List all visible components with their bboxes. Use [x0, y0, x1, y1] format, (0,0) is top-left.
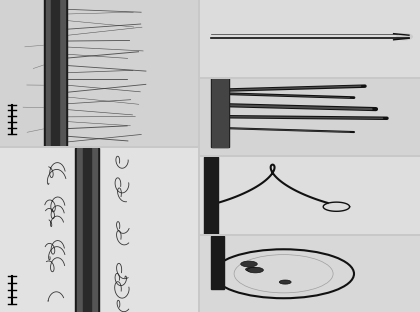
Circle shape [247, 267, 263, 273]
Circle shape [246, 267, 258, 271]
Bar [77, 148, 97, 312]
Bar [44, 0, 67, 146]
Bar [205, 157, 218, 233]
Bar [52, 0, 59, 146]
Circle shape [279, 280, 291, 284]
Bar [83, 148, 91, 312]
Circle shape [241, 261, 257, 267]
Bar [45, 0, 66, 146]
Bar [212, 79, 228, 147]
Bar [75, 148, 99, 312]
Bar [211, 236, 224, 289]
Bar [211, 79, 228, 147]
Ellipse shape [397, 34, 412, 40]
